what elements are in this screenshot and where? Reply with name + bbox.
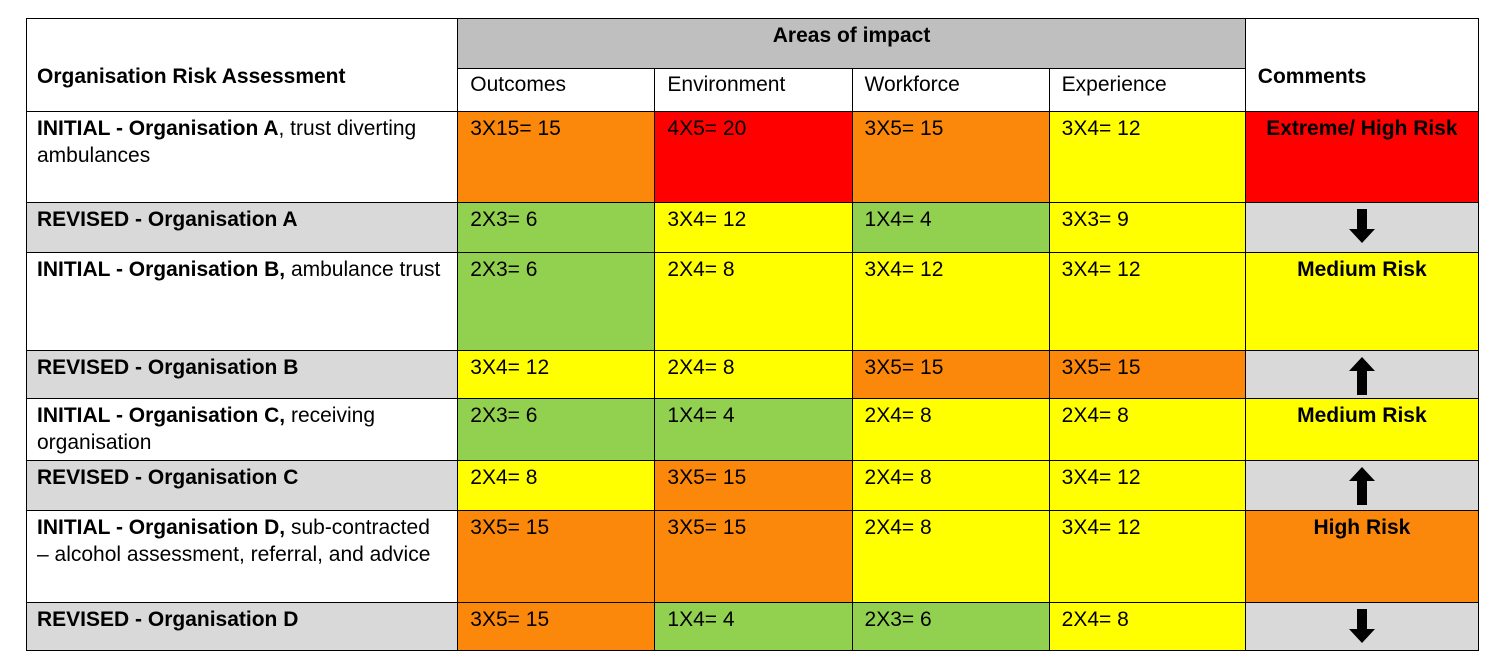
down-arrow-icon [1348,609,1375,643]
score-cell: 2X4= 8 [654,252,853,351]
score-cell: 3X5= 15 [457,602,656,651]
row-label: INITIAL - Organisation C, receiving orga… [25,398,459,461]
comments-header: Comments [1244,18,1480,112]
score-cell: 3X4= 12 [1048,510,1246,603]
score-cell: 3X4= 12 [1048,460,1246,511]
score-cell: 2X4= 8 [851,398,1050,461]
row-label: REVISED - Organisation A [25,202,459,253]
risk-comment: Extreme/ High Risk [1244,111,1480,203]
row-label: REVISED - Organisation D [25,602,459,651]
row-label-bold: REVISED - Organisation B [37,356,299,379]
score-cell: 3X3= 9 [1048,202,1246,253]
row-label-rest: ambulance trust [285,258,441,281]
risk-comment: High Risk [1244,510,1480,603]
table-row: REVISED - Organisation C 2X4= 8 3X5= 15 … [25,460,1480,511]
row-label-bold: REVISED - Organisation D [37,608,299,631]
column-header-outcomes: Outcomes [457,68,656,112]
risk-assessment-table: Organisation Risk Assessment Areas of im… [25,18,1480,651]
table-row: INITIAL - Organisation B, ambulance trus… [25,252,1480,351]
table-title: Organisation Risk Assessment [25,18,459,112]
row-label: REVISED - Organisation C [25,460,459,511]
risk-comment: Medium Risk [1244,398,1480,461]
row-label-rest: sub-contracted – alcohol assessment, ref… [37,516,431,566]
table-row: INITIAL - Organisation A, trust divertin… [25,111,1480,203]
up-arrow-icon [1348,467,1375,505]
up-arrow-icon [1348,357,1375,395]
score-cell: 3X4= 12 [1048,111,1246,203]
score-cell: 3X5= 15 [1048,350,1246,399]
score-cell: 3X4= 12 [1048,252,1246,351]
score-cell: 1X4= 4 [851,202,1050,253]
row-label-rest: , trust diverting ambulances [37,117,417,167]
table-row: INITIAL - Organisation D, sub-contracted… [25,510,1480,603]
score-cell: 2X3= 6 [457,252,656,351]
score-cell: 2X3= 6 [851,602,1050,651]
score-cell: 3X15= 15 [457,111,656,203]
table-row: REVISED - Organisation B 3X4= 12 2X4= 8 … [25,350,1480,399]
score-cell: 2X4= 8 [1048,398,1246,461]
score-cell: 1X4= 4 [654,602,853,651]
score-cell: 3X5= 15 [851,111,1050,203]
row-label: INITIAL - Organisation B, ambulance trus… [25,252,459,351]
trend-cell [1244,602,1480,651]
score-cell: 2X4= 8 [1048,602,1246,651]
row-label-bold: INITIAL - Organisation C, [37,404,286,427]
table-row: REVISED - Organisation A 2X3= 6 3X4= 12 … [25,202,1480,253]
row-label: INITIAL - Organisation D, sub-contracted… [25,510,459,603]
trend-cell [1244,350,1480,399]
table-row: REVISED - Organisation D 3X5= 15 1X4= 4 … [25,602,1480,651]
score-cell: 2X3= 6 [457,202,656,253]
trend-cell [1244,202,1480,253]
score-cell: 1X4= 4 [654,398,853,461]
score-cell: 3X4= 12 [654,202,853,253]
row-label: REVISED - Organisation B [25,350,459,399]
row-label-bold: INITIAL - Organisation B, [37,258,286,281]
column-header-workforce: Workforce [851,68,1050,112]
down-arrow-icon [1348,209,1375,243]
score-cell: 3X5= 15 [457,510,656,603]
score-cell: 2X3= 6 [457,398,656,461]
score-cell: 3X4= 12 [457,350,656,399]
score-cell: 2X4= 8 [457,460,656,511]
row-label: INITIAL - Organisation A, trust divertin… [25,111,459,203]
column-header-experience: Experience [1048,68,1246,112]
column-header-environment: Environment [654,68,853,112]
score-cell: 4X5= 20 [654,111,853,203]
score-cell: 2X4= 8 [851,510,1050,603]
risk-comment: Medium Risk [1244,252,1480,351]
score-cell: 3X4= 12 [851,252,1050,351]
table-row: INITIAL - Organisation C, receiving orga… [25,398,1480,461]
trend-cell [1244,460,1480,511]
row-label-bold: INITIAL - Organisation A [37,117,279,140]
row-label-bold: INITIAL - Organisation D, [37,516,286,539]
row-label-bold: REVISED - Organisation A [37,208,298,231]
score-cell: 2X4= 8 [654,350,853,399]
score-cell: 3X5= 15 [654,460,853,511]
score-cell: 2X4= 8 [851,460,1050,511]
areas-of-impact-header: Areas of impact [457,18,1246,69]
row-label-bold: REVISED - Organisation C [37,466,299,489]
score-cell: 3X5= 15 [654,510,853,603]
row-label-rest: receiving organisation [37,404,376,454]
score-cell: 3X5= 15 [851,350,1050,399]
risk-assessment-table-wrapper: Organisation Risk Assessment Areas of im… [25,18,1480,651]
